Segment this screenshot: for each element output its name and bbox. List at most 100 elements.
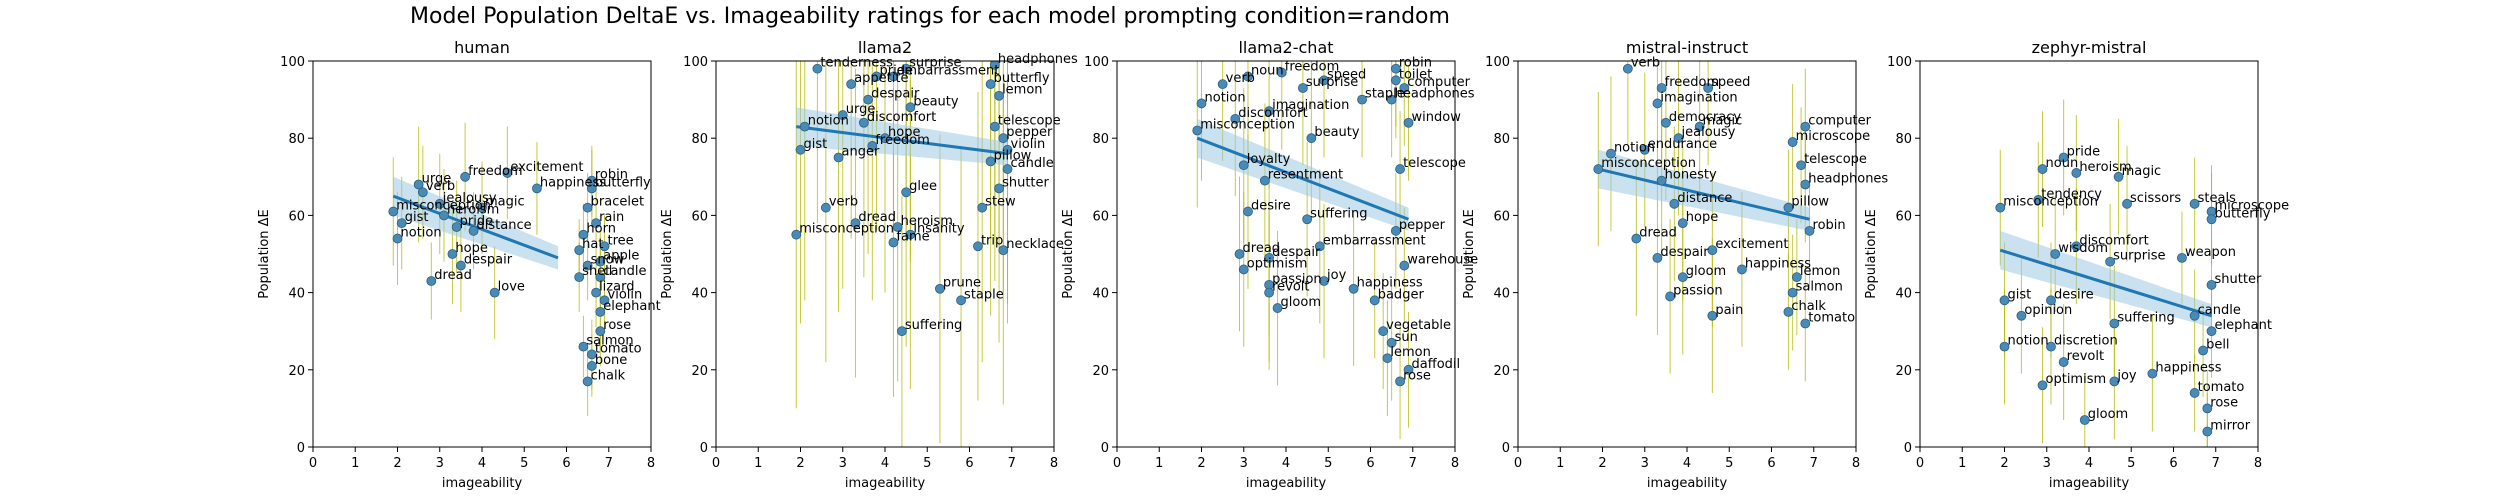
point-label: shell bbox=[582, 264, 612, 279]
data-point bbox=[1995, 202, 2006, 213]
data-point bbox=[1660, 117, 1671, 128]
point-label: heroism bbox=[2079, 160, 2131, 175]
point-label: bell bbox=[2206, 338, 2229, 353]
y-tick-label: 80 bbox=[288, 132, 305, 147]
data-point bbox=[1382, 353, 1393, 364]
y-axis-label: Population ΔE bbox=[1061, 209, 1076, 299]
data-point bbox=[2206, 326, 2217, 337]
data-point bbox=[998, 245, 1009, 256]
y-tick-label: 60 bbox=[1092, 209, 1109, 224]
point-label: magic bbox=[485, 195, 525, 210]
y-tick-label: 40 bbox=[288, 287, 305, 302]
point-label: revolt bbox=[2067, 349, 2104, 364]
y-tick-label: 20 bbox=[1092, 364, 1109, 379]
data-point bbox=[2202, 426, 2213, 437]
data-point bbox=[1622, 63, 1633, 74]
point-label: noun bbox=[1251, 63, 1284, 78]
regression-line bbox=[1597, 167, 1810, 221]
point-label: misconception bbox=[1200, 117, 1295, 132]
data-point bbox=[892, 222, 903, 232]
data-point bbox=[1800, 121, 1811, 132]
data-point bbox=[586, 349, 597, 360]
x-tick-label: 0 bbox=[712, 456, 720, 471]
y-tick-label: 60 bbox=[1493, 209, 1510, 224]
data-point bbox=[502, 168, 513, 178]
point-label: happiness bbox=[540, 175, 606, 190]
point-label: dread bbox=[1243, 241, 1281, 256]
data-point bbox=[867, 141, 878, 151]
point-label: speed bbox=[1711, 75, 1750, 90]
point-label: tomato bbox=[1808, 310, 1855, 325]
point-label: insanity bbox=[913, 222, 965, 237]
point-label: surprise bbox=[2113, 249, 2165, 264]
data-point bbox=[591, 287, 601, 298]
point-label: gloom bbox=[1281, 295, 1321, 310]
data-point bbox=[1319, 75, 1329, 86]
data-point bbox=[2202, 403, 2213, 414]
point-label: imagination bbox=[1660, 90, 1737, 105]
data-point bbox=[2071, 168, 2082, 178]
data-point bbox=[1234, 249, 1245, 259]
x-tick-label: 6 bbox=[965, 456, 973, 471]
y-tick-label: 0 bbox=[1502, 441, 1510, 456]
data-point bbox=[586, 175, 597, 186]
x-tick-label: 6 bbox=[1767, 456, 1775, 471]
data-point bbox=[1656, 175, 1667, 186]
data-point bbox=[591, 218, 601, 229]
data-point bbox=[1593, 164, 1604, 174]
point-label: lizard bbox=[599, 280, 634, 295]
point-label: jealousy bbox=[442, 191, 497, 206]
point-label: lemon bbox=[1800, 264, 1840, 279]
point-label: notion bbox=[1205, 90, 1246, 105]
subplot-title: human bbox=[454, 38, 510, 57]
data-point bbox=[413, 179, 424, 190]
y-tick-label: 80 bbox=[1092, 132, 1109, 147]
data-point bbox=[1243, 71, 1253, 82]
confidence-band bbox=[1598, 149, 1810, 231]
point-label: hope bbox=[888, 125, 920, 140]
data-point bbox=[468, 225, 479, 236]
point-label: pride bbox=[880, 63, 913, 78]
data-point bbox=[846, 79, 857, 90]
point-label: horn bbox=[586, 222, 616, 237]
point-label: joy bbox=[1326, 268, 1347, 283]
data-point bbox=[880, 133, 890, 144]
point-label: appetite bbox=[854, 71, 908, 86]
data-point bbox=[985, 79, 996, 90]
point-label: freedom bbox=[875, 133, 930, 148]
point-label: bracelet bbox=[591, 195, 644, 210]
point-label: suffering bbox=[1310, 206, 1367, 221]
data-point bbox=[985, 156, 996, 167]
point-label: pillow bbox=[994, 148, 1032, 163]
data-point bbox=[973, 241, 983, 252]
point-label: salmon bbox=[586, 334, 633, 349]
point-label: butterfly bbox=[595, 175, 651, 190]
data-point bbox=[2079, 415, 2090, 425]
subplot-llama2: tendernesspridesurpriseembarrassmenthead… bbox=[660, 38, 1078, 491]
figure-title: Model Population DeltaE vs. Imageability… bbox=[410, 4, 1450, 29]
data-layer bbox=[388, 122, 610, 417]
point-label: embarrassment bbox=[1323, 233, 1426, 248]
data-point bbox=[863, 94, 873, 105]
point-label: heroism bbox=[447, 202, 499, 217]
data-layer bbox=[1593, 61, 1815, 393]
x-tick-label: 0 bbox=[1514, 456, 1522, 471]
data-point bbox=[2071, 241, 2082, 252]
point-label: verb bbox=[426, 179, 455, 194]
point-label: candle bbox=[1011, 156, 1054, 171]
y-tick-label: 0 bbox=[1904, 441, 1912, 456]
subplot-title: mistral-instruct bbox=[1626, 38, 1748, 57]
data-point bbox=[1669, 198, 1680, 209]
y-tick-label: 20 bbox=[288, 364, 305, 379]
data-point bbox=[1399, 83, 1410, 93]
data-point bbox=[1319, 276, 1329, 286]
point-label: imagination bbox=[1272, 98, 1349, 113]
data-point bbox=[994, 183, 1004, 194]
x-tick-label: 2 bbox=[1197, 456, 1205, 471]
data-point bbox=[1378, 326, 1389, 337]
data-point bbox=[2189, 198, 2200, 209]
data-point bbox=[1395, 164, 1405, 174]
x-tick-label: 7 bbox=[1409, 456, 1417, 471]
point-label: optimism bbox=[1247, 256, 1308, 271]
regression-line bbox=[796, 125, 1008, 156]
